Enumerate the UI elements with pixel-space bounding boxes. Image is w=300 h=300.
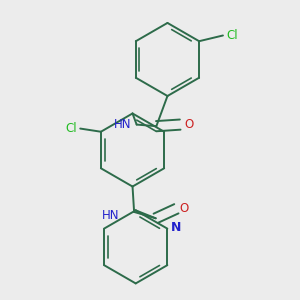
Text: N: N [170, 220, 181, 233]
Text: Cl: Cl [65, 122, 77, 135]
Text: HN: HN [113, 118, 131, 131]
Text: O: O [179, 202, 189, 215]
Text: O: O [184, 118, 193, 131]
Text: Cl: Cl [226, 29, 238, 42]
Text: HN: HN [102, 209, 120, 222]
